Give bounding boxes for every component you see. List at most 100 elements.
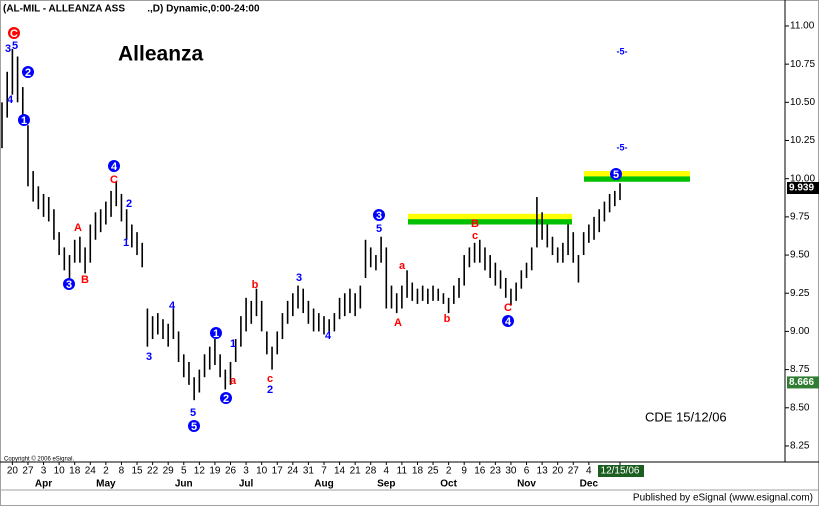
wave-label: 5: [191, 421, 197, 433]
y-tick-label: 9.00: [790, 326, 810, 337]
y-tick-label: 9.50: [790, 250, 810, 261]
month-label: Jul: [239, 479, 254, 490]
wave-label: 4: [505, 316, 512, 328]
x-tick-label: 28: [365, 466, 377, 477]
month-label: Oct: [440, 479, 457, 490]
price-tag-label: 8.666: [789, 377, 814, 388]
wave-circle: [502, 315, 514, 327]
x-tick-label: 8: [119, 466, 125, 477]
x-tick-label: 22: [147, 466, 159, 477]
x-tick-label: 3: [41, 466, 47, 477]
month-label: Dec: [580, 479, 599, 490]
x-tick-label: 3: [243, 466, 249, 477]
last-date-box: [598, 465, 644, 477]
price-tag-label: 9.939: [789, 183, 814, 194]
wave-label: c: [267, 373, 273, 385]
wave-label: 1: [123, 237, 129, 249]
x-tick-label: 2: [103, 466, 109, 477]
wave-label: 1: [213, 328, 219, 340]
wave-label: C: [10, 28, 18, 40]
wave-circle: [108, 160, 120, 172]
y-tick-label: 9.25: [790, 288, 810, 299]
x-tick-label: 18: [412, 466, 424, 477]
x-tick-label: 23: [490, 466, 502, 477]
wave-label: 2: [223, 393, 229, 405]
wave-label: 3: [146, 351, 152, 363]
wave-label: 5: [376, 223, 382, 235]
annotation-date: CDE 15/12/06: [645, 409, 727, 424]
wave-label: 1: [230, 338, 236, 350]
wave-label: c: [472, 230, 478, 242]
wave-label: B: [81, 274, 89, 286]
wave-label: B: [471, 218, 479, 230]
y-tick-label: 9.75: [790, 212, 810, 223]
zone-upper: [408, 213, 572, 220]
month-label: Aug: [314, 479, 333, 490]
x-tick-label: 25: [427, 466, 439, 477]
month-label: Sep: [377, 479, 395, 490]
x-tick-label: 10: [54, 466, 66, 477]
x-tick-label: 2: [446, 466, 452, 477]
x-tick-label: 30: [505, 466, 517, 477]
x-tick-label: 18: [69, 466, 81, 477]
y-tick-label: 11.00: [790, 21, 815, 32]
wave-label: A: [394, 317, 402, 329]
x-tick-label: 24: [85, 466, 97, 477]
wave-label: a: [399, 260, 406, 272]
wave-label: 4: [7, 94, 14, 106]
x-tick-label: 19: [209, 466, 221, 477]
wave-label: 5: [12, 40, 18, 52]
x-tick-label: 13: [537, 466, 549, 477]
wave-circle: [63, 278, 75, 290]
wave-circle: [18, 114, 30, 126]
y-tick-label: 10.50: [790, 97, 815, 108]
wave-label: 4: [169, 300, 176, 312]
x-tick-label: 5: [181, 466, 187, 477]
y-tick-label: 10.25: [790, 135, 815, 146]
x-tick-label: 20: [7, 466, 19, 477]
wave-label: a: [230, 375, 237, 387]
wave-circle: [22, 66, 34, 78]
month-label: Nov: [517, 479, 536, 490]
wave-circle: [220, 392, 232, 404]
wave-label: 5: [190, 407, 196, 419]
wave-label: 3: [66, 279, 72, 291]
wave-label: b: [444, 313, 451, 325]
wave-circle: [373, 209, 385, 221]
x-tick-label: 20: [552, 466, 564, 477]
x-tick-label: 11: [397, 466, 408, 477]
wave-circle: [610, 168, 622, 180]
x-tick-label: 10: [256, 466, 268, 477]
x-tick-label: 12: [194, 466, 206, 477]
zone-lower: [408, 219, 572, 225]
wave-label: 2: [25, 67, 31, 79]
x-tick-label: 6: [524, 466, 530, 477]
x-tick-label: 24: [287, 466, 299, 477]
wave-label: b: [252, 279, 259, 291]
wave-circle: [210, 327, 222, 339]
x-tick-label: 26: [225, 466, 237, 477]
publisher: Published by eSignal (www.esignal.com): [633, 493, 813, 504]
wave-label: 5: [613, 169, 619, 181]
month-label: Apr: [35, 479, 52, 490]
x-tick-label: 16: [474, 466, 486, 477]
x-tick-label: 4: [586, 466, 592, 477]
wave-label: 2: [126, 198, 132, 210]
wave-label: 4: [111, 161, 118, 173]
y-tick-label: 10.00: [790, 173, 815, 184]
x-tick-label: 21: [350, 466, 362, 477]
x-tick-label: 7: [321, 466, 327, 477]
wave-label: 2: [267, 384, 273, 396]
wave-label: C: [504, 302, 512, 314]
x-tick-label: 17: [272, 466, 284, 477]
wave-label: A: [74, 222, 82, 234]
x-tick-label: 14: [334, 466, 346, 477]
wave-label: 1: [21, 115, 27, 127]
wave-label: C: [110, 174, 118, 186]
x-tick-label: 12/15/06: [601, 466, 640, 477]
wave-label: 3: [296, 272, 302, 284]
x-tick-label: 9: [461, 466, 467, 477]
wave-circle: [8, 27, 20, 39]
y-tick-label: 8.25: [790, 441, 810, 452]
header-title: (AL-MIL - ALLEANZA ASS .,D) Dynamic,0:00…: [3, 4, 260, 15]
